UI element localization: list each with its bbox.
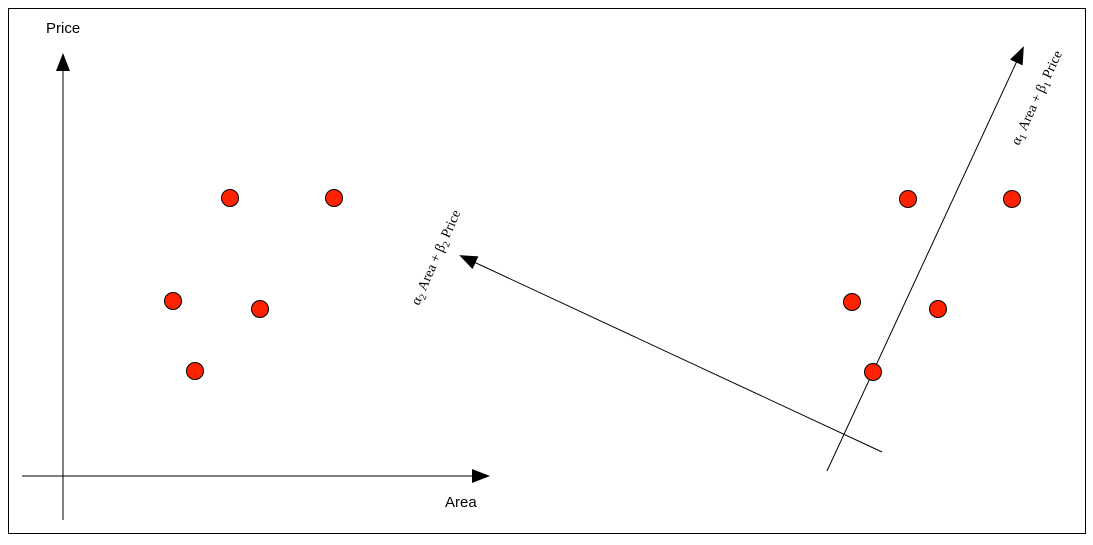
- y-axis-label-price: Price: [46, 20, 80, 37]
- data-point: [164, 292, 182, 310]
- principal-axis-1-label: α1 Area + β1 Price: [1009, 49, 1068, 149]
- data-point: [843, 293, 861, 311]
- principal-axis-2: [459, 255, 883, 453]
- data-point: [325, 189, 343, 207]
- principal-axis-1: [826, 46, 1024, 472]
- data-point: [1003, 190, 1021, 208]
- principal-axis-2-label: α2 Area + β2 Price: [409, 208, 466, 308]
- right-plot: α1 Area + β1 Price α2 Area + β2 Price: [409, 46, 1068, 472]
- data-point: [251, 300, 269, 318]
- data-point: [186, 362, 204, 380]
- data-point: [221, 189, 239, 207]
- data-point: [864, 363, 882, 381]
- left-plot: Price Area: [22, 20, 490, 520]
- data-point: [899, 190, 917, 208]
- x-axis-label-area: Area: [445, 494, 477, 511]
- data-point: [929, 300, 947, 318]
- diagram-frame: [8, 8, 1086, 534]
